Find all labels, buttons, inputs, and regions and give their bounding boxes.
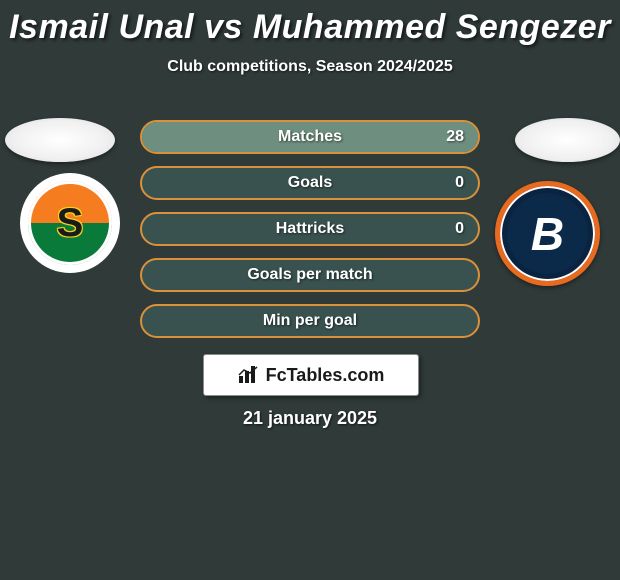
generated-date: 21 january 2025 <box>0 408 620 429</box>
club-badge-left: S <box>20 173 120 273</box>
stat-row: Matches28 <box>140 120 480 154</box>
stat-label: Min per goal <box>142 306 478 336</box>
stat-row: Hattricks0 <box>140 212 480 246</box>
stat-label: Hattricks <box>142 214 478 244</box>
club-badge-right: B <box>495 181 600 286</box>
stat-label: Goals <box>142 168 478 198</box>
stat-row: Goals per match <box>140 258 480 292</box>
stat-label: Goals per match <box>142 260 478 290</box>
player-photo-right <box>515 118 620 162</box>
stat-row: Min per goal <box>140 304 480 338</box>
player-photo-left <box>5 118 115 162</box>
stat-value-right: 0 <box>455 214 464 244</box>
stat-bars: Matches28Goals0Hattricks0Goals per match… <box>140 120 480 350</box>
stat-value-right: 0 <box>455 168 464 198</box>
bars-icon <box>238 366 260 384</box>
comparison-card: Ismail Unal vs Muhammed Sengezer Club co… <box>0 0 620 580</box>
source-badge: FcTables.com <box>203 354 419 396</box>
page-title: Ismail Unal vs Muhammed Sengezer <box>0 0 620 47</box>
stat-row: Goals0 <box>140 166 480 200</box>
source-text: FcTables.com <box>266 365 385 386</box>
page-subtitle: Club competitions, Season 2024/2025 <box>0 58 620 76</box>
